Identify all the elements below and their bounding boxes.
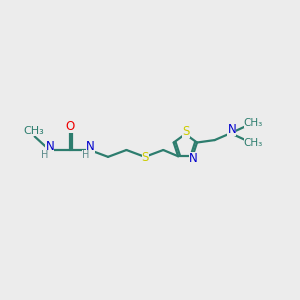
Text: CH₃: CH₃	[23, 126, 44, 136]
Text: H: H	[41, 150, 49, 161]
Text: CH₃: CH₃	[244, 138, 263, 148]
Text: H: H	[82, 150, 90, 161]
Text: S: S	[182, 125, 190, 138]
Text: N: N	[227, 123, 236, 136]
Text: N: N	[86, 140, 94, 153]
Text: CH₃: CH₃	[244, 118, 263, 128]
Text: N: N	[189, 152, 197, 165]
Text: S: S	[142, 151, 149, 164]
Text: O: O	[65, 120, 74, 133]
Text: N: N	[46, 140, 54, 153]
